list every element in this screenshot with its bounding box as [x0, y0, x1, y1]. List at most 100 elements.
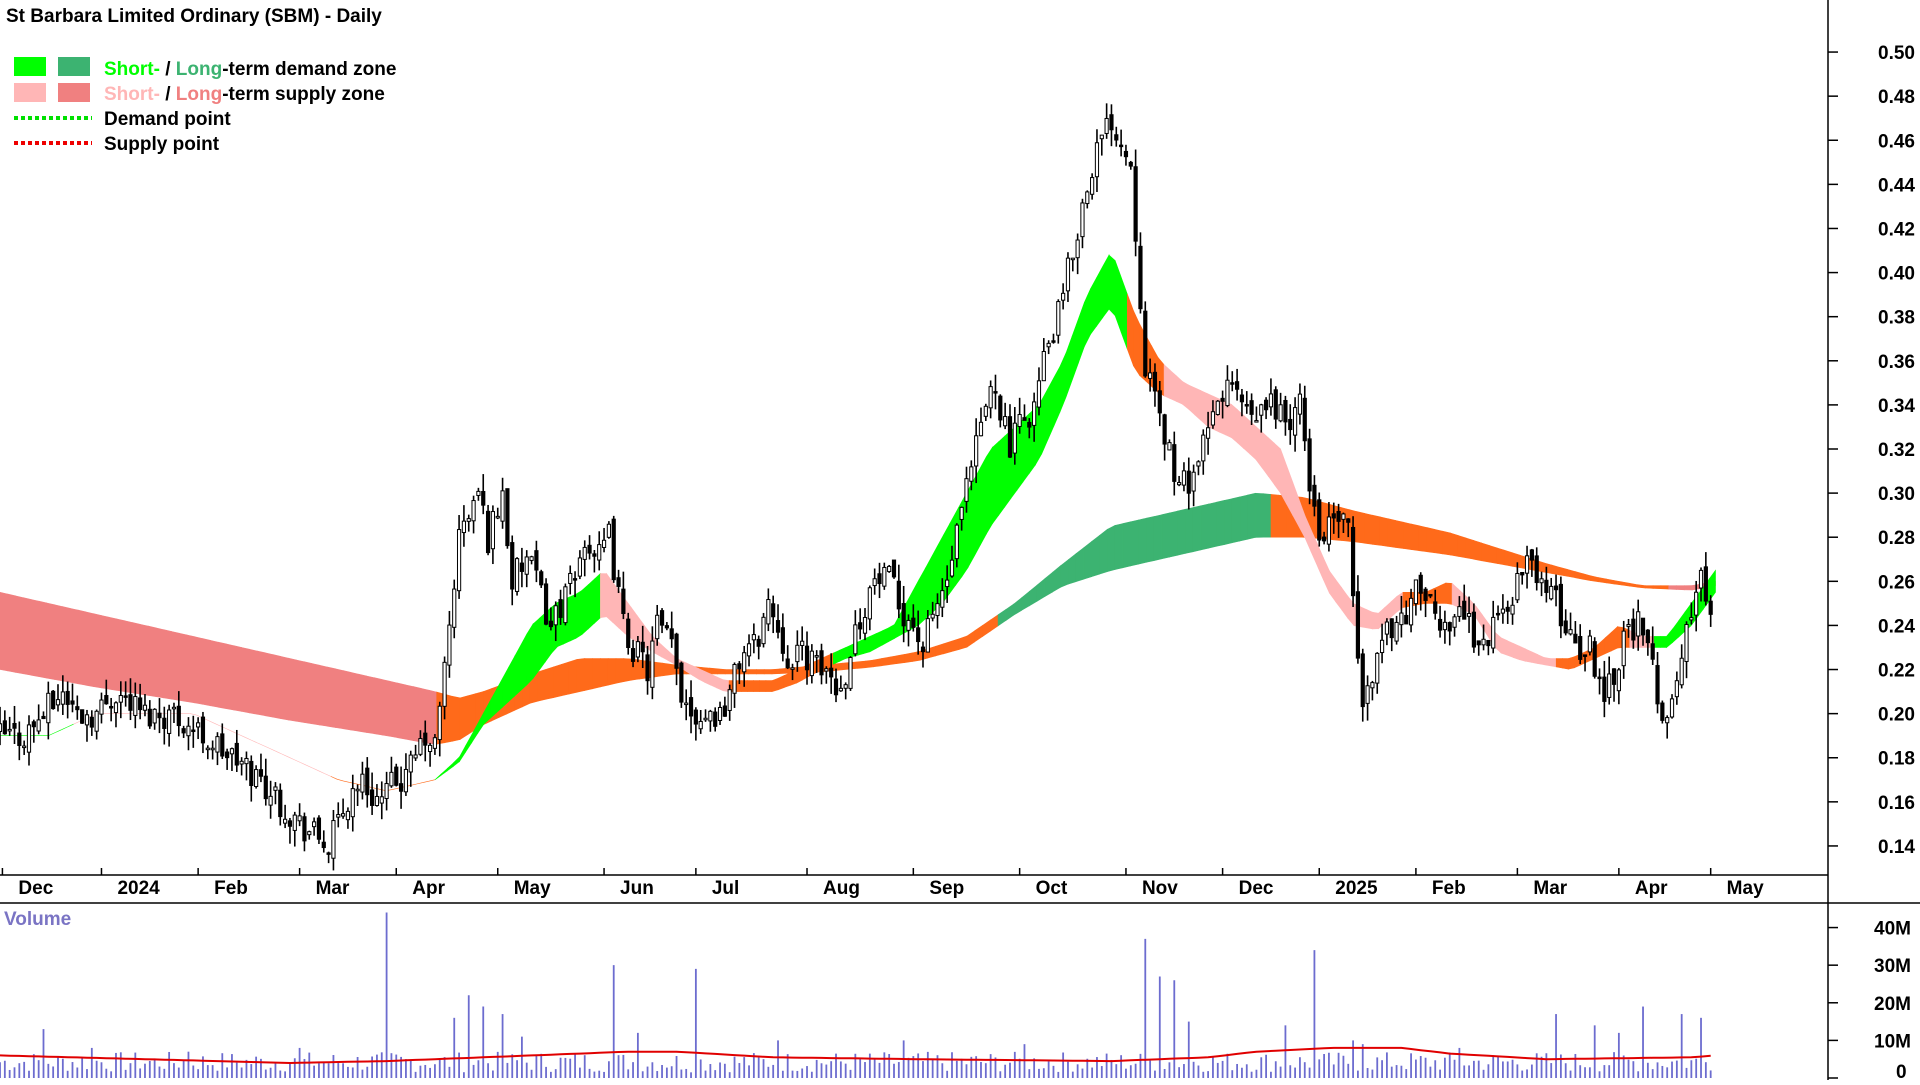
candle-body [1057, 302, 1060, 336]
date-tick-label: Oct [1036, 878, 1068, 899]
candle-body [66, 691, 69, 704]
candle-body [1651, 644, 1654, 659]
candle-body [419, 739, 422, 755]
candle-body [723, 706, 726, 716]
candle-body [1086, 192, 1089, 204]
long-term-band-segment [351, 672, 359, 731]
short-term-band-segment [1569, 657, 1575, 670]
date-tick-label: Feb [214, 878, 248, 899]
candle-body [284, 819, 287, 823]
candle-body [1047, 343, 1050, 346]
price-tick-label: 0.14 [1878, 837, 1915, 858]
candle-body [1385, 622, 1388, 634]
candle-body [95, 711, 98, 731]
candle-body [221, 734, 224, 756]
candle-body [1289, 419, 1292, 429]
candle-body [395, 767, 398, 785]
candle-body [1095, 143, 1098, 177]
candle-body [979, 422, 982, 435]
short-term-band-segment [1360, 607, 1366, 628]
long-term-band-segment [585, 659, 593, 691]
long-term-band-segment [109, 617, 117, 690]
short-term-band-segment [1109, 255, 1115, 316]
supply-zone-label: Short- / Long-term supply zone [104, 84, 385, 105]
candle-body [1192, 472, 1195, 491]
long-term-band-segment [959, 636, 967, 649]
candle-body [1332, 514, 1335, 518]
candle-body [578, 558, 581, 576]
short-term-band-segment [784, 673, 790, 688]
candle-body [926, 619, 929, 652]
long-term-band-segment [273, 655, 281, 719]
long-term-band-segment [725, 670, 733, 674]
long-term-band-segment [55, 605, 63, 681]
date-tick-label: May [514, 878, 551, 899]
candle-body [428, 745, 431, 751]
candle-body [216, 737, 219, 752]
demand-separator-text: / [160, 59, 176, 80]
candle-body [486, 511, 489, 552]
short-term-band-segment [882, 628, 888, 645]
candle-body [1443, 622, 1446, 629]
long-term-band-segment [951, 639, 959, 652]
candle-body [709, 711, 712, 721]
long-term-band-segment [328, 667, 336, 727]
candle-body [491, 512, 494, 549]
candle-body [1139, 246, 1142, 308]
candle-body [187, 726, 190, 735]
candle-body [912, 618, 915, 627]
demand-zone-label: Short- / Long-term demand zone [104, 59, 396, 80]
long-term-band-segment [569, 659, 577, 694]
candle-body [1134, 167, 1137, 241]
candle-body [999, 396, 1002, 420]
short-term-band-segment [858, 639, 864, 655]
price-tick-label: 0.42 [1878, 219, 1915, 240]
candle-body [733, 665, 736, 694]
candle-body [356, 789, 359, 791]
candle-body [197, 723, 200, 727]
candle-body [453, 589, 456, 627]
long-term-band-segment [133, 623, 141, 695]
candle-body [1018, 415, 1021, 427]
short-term-band-segment [1097, 266, 1103, 326]
volume-tick-label: 30M [1874, 956, 1911, 977]
long-term-band-segment [600, 659, 608, 687]
candle-body [1622, 631, 1625, 666]
candle-body [511, 543, 514, 589]
candle-body [1240, 395, 1243, 402]
candle-body [32, 722, 35, 727]
long-term-band-segment [164, 630, 172, 699]
supply-point-label: Supply point [104, 134, 220, 155]
candle-body [226, 752, 229, 758]
candle-body [100, 700, 103, 714]
long-term-band-segment [148, 626, 156, 697]
long-term-band-segment [1372, 515, 1380, 545]
candle-body [1390, 619, 1393, 638]
candle-body [322, 842, 325, 847]
candle-body [588, 545, 591, 553]
long-term-band-segment [944, 641, 952, 654]
candle-body [13, 723, 16, 728]
candle-body [342, 814, 345, 816]
long-term-band-segment [1489, 546, 1497, 564]
long-term-band-segment [1365, 513, 1373, 544]
candle-body [1525, 556, 1528, 573]
candle-body [960, 507, 963, 519]
candle-body [317, 818, 320, 839]
candle-body [467, 519, 470, 522]
long-term-band-segment [203, 639, 211, 706]
long-term-band-segment [1131, 520, 1139, 566]
candle-body [757, 639, 760, 646]
candle-body [636, 642, 639, 657]
price-tick-label: 0.38 [1878, 308, 1915, 329]
short-term-band-segment [1544, 657, 1550, 665]
candle-body [1641, 618, 1644, 635]
candle-body [1308, 439, 1311, 491]
long-term-band-segment [94, 614, 102, 688]
short-term-band-segment [980, 457, 986, 545]
candle-body [1004, 417, 1007, 426]
candle-body [56, 700, 59, 705]
short-term-band-segment [594, 574, 600, 624]
candle-body [1356, 592, 1359, 658]
